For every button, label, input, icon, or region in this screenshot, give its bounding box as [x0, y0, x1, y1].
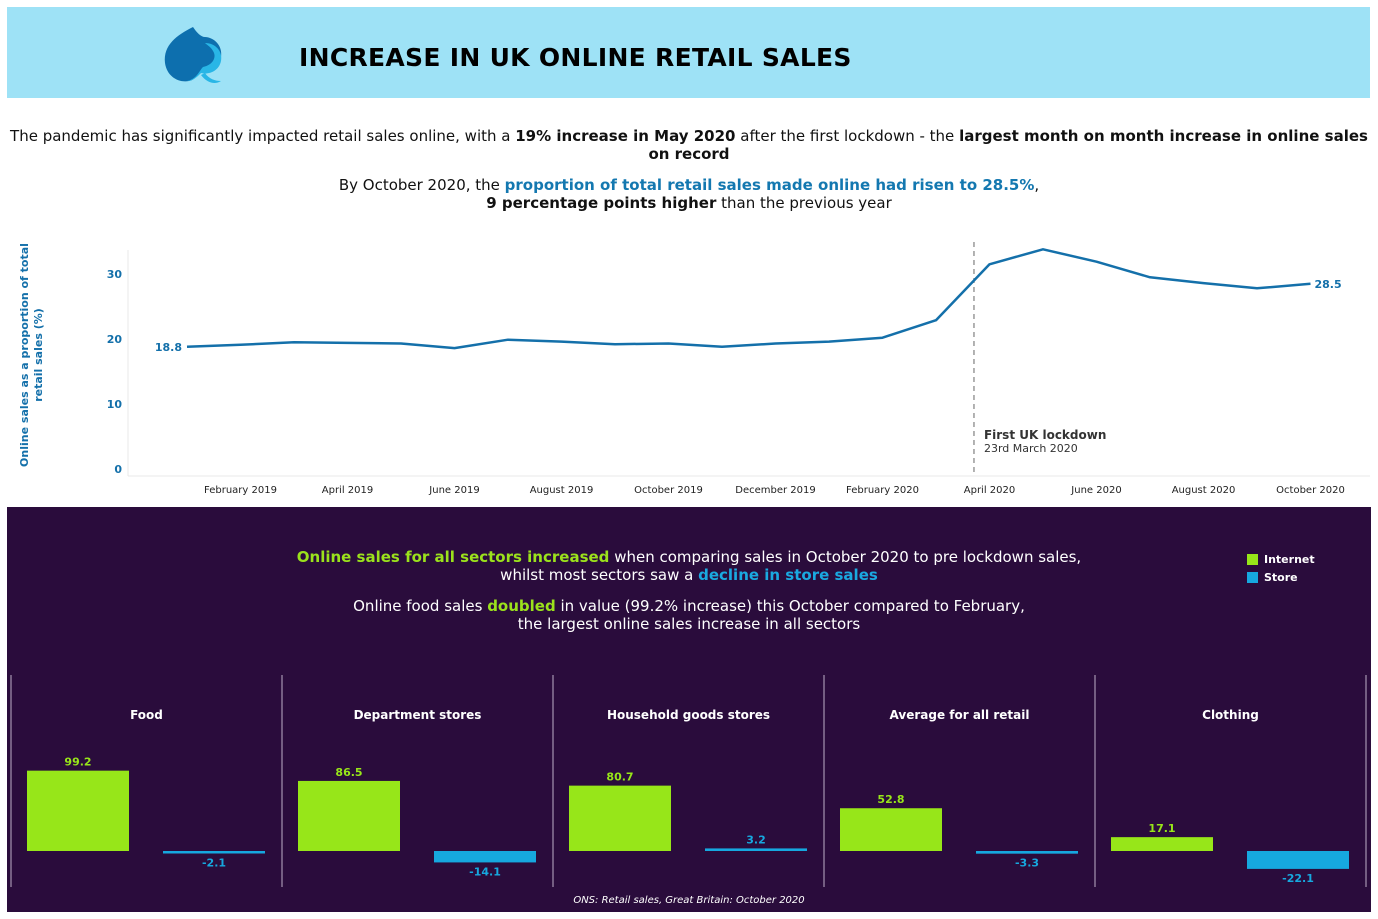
x-tick-label: August 2020 [1172, 485, 1236, 496]
bar-label-household-goods-stores-store: 3.2 [746, 833, 766, 846]
sector-green-highlight: Online sales for all sectors increased [296, 548, 610, 566]
sector-text: the largest online sales increase in all… [517, 615, 861, 633]
intro-highlight: 19% increase in May 2020 [515, 127, 736, 145]
sector-bar-charts: Food 99.2 -2.1 Department stores 86.5 -14.1 Ho… [10, 675, 1367, 887]
bar-label-food-internet: 99.2 [64, 756, 91, 769]
panel-title-food: Food [130, 708, 163, 722]
bar-department-stores-store [434, 851, 536, 863]
y-axis-label: Online sales as a proportion of totalret… [18, 243, 45, 467]
panel-title-average-for-all-retail: Average for all retail [890, 708, 1030, 722]
y-tick-label: 10 [107, 398, 123, 411]
x-tick-label: June 2019 [428, 485, 479, 496]
intro-paragraph-1: The pandemic has significantly impacted … [10, 127, 1368, 163]
panel-title-clothing: Clothing [1202, 708, 1259, 722]
bar-label-average-for-all-retail-internet: 52.8 [877, 793, 904, 806]
legend-label-internet: Internet [1264, 552, 1315, 566]
y-tick-label: 20 [107, 333, 123, 346]
intro-text: than the previous year [716, 194, 892, 212]
lockdown-annotation-date: 23rd March 2020 [984, 442, 1078, 455]
x-tick-label: October 2020 [1276, 485, 1345, 496]
sector-text: when comparing sales in October 2020 to … [609, 548, 1082, 566]
intro-highlight: 9 percentage points higher [486, 194, 717, 212]
bar-household-goods-stores-internet [569, 785, 671, 851]
sector-green-highlight: doubled [487, 597, 556, 615]
sector-paragraph-1: Online sales for all sectors increased w… [7, 548, 1371, 584]
bar-label-food-store: -2.1 [202, 857, 226, 870]
lockdown-annotation-title: First UK lockdown [984, 428, 1106, 442]
bar-label-average-for-all-retail-store: -3.3 [1015, 857, 1039, 870]
page-title: INCREASE IN UK ONLINE RETAIL SALES [299, 43, 852, 72]
sector-paragraph-2: Online food sales doubled in value (99.2… [7, 597, 1371, 633]
panel-title-household-goods-stores: Household goods stores [607, 708, 770, 722]
bar-label-clothing-store: -22.1 [1282, 872, 1314, 885]
last-value-label: 28.5 [1315, 278, 1342, 291]
y-tick-label: 30 [107, 268, 123, 281]
y-axis-label-line: Online sales as a proportion of total [18, 243, 31, 467]
bar-average-for-all-retail-internet [840, 808, 942, 851]
bar-label-department-stores-internet: 86.5 [335, 766, 362, 779]
drop-logo-icon [164, 27, 222, 83]
bar-label-department-stores-store: -14.1 [469, 865, 501, 878]
intro-blue-highlight: proportion of total retail sales made on… [504, 176, 1035, 194]
x-tick-label: February 2020 [846, 485, 919, 496]
intro-paragraph-2: By October 2020, the proportion of total… [10, 176, 1368, 212]
first-value-label: 18.8 [155, 341, 182, 354]
legend-swatch-store [1247, 571, 1258, 583]
online-share-line-chart: Online sales as a proportion of totalret… [18, 242, 1370, 496]
legend: Internet Store [1247, 550, 1315, 586]
legend-item-store: Store [1247, 568, 1315, 586]
online-share-series-line [186, 248, 1311, 350]
sector-text: Online food sales [353, 597, 488, 615]
y-tick-label: 0 [114, 463, 122, 476]
sector-panel: Online sales for all sectors increased w… [7, 507, 1371, 912]
legend-item-internet: Internet [1247, 550, 1315, 568]
legend-swatch-internet [1247, 553, 1258, 565]
bar-department-stores-internet [298, 780, 400, 851]
intro-text: , [1034, 176, 1040, 194]
bar-clothing-store [1247, 851, 1349, 869]
x-tick-label: December 2019 [735, 485, 815, 496]
bar-food-store [163, 851, 265, 854]
sector-text: in value (99.2% increase) this October c… [555, 597, 1025, 615]
intro-text: By October 2020, the [338, 176, 505, 194]
x-tick-label: October 2019 [634, 485, 703, 496]
panel-title-department-stores: Department stores [354, 708, 482, 722]
bar-clothing-internet [1111, 837, 1213, 851]
intro-highlight: largest month on month increase in onlin… [648, 127, 1368, 163]
sector-text: whilst most sectors saw a [500, 566, 699, 584]
bar-household-goods-stores-store [705, 848, 807, 851]
bar-food-internet [27, 770, 129, 851]
x-tick-label: February 2019 [204, 485, 277, 496]
x-tick-label: June 2020 [1070, 485, 1121, 496]
header-banner: INCREASE IN UK ONLINE RETAIL SALES [7, 7, 1370, 98]
source-note: ONS: Retail sales, Great Britain: Octobe… [573, 895, 805, 906]
bar-label-clothing-internet: 17.1 [1148, 822, 1175, 835]
x-tick-label: April 2020 [964, 485, 1015, 496]
legend-label-store: Store [1264, 570, 1298, 584]
intro-text: The pandemic has significantly impacted … [10, 127, 516, 145]
x-tick-label: August 2019 [530, 485, 594, 496]
y-axis-label-line: retail sales (%) [32, 308, 45, 402]
x-tick-label: April 2019 [322, 485, 373, 496]
sector-cyan-highlight: decline in store sales [698, 566, 878, 584]
bar-average-for-all-retail-store [976, 851, 1078, 854]
intro-text: after the first lockdown - the [735, 127, 960, 145]
bar-label-household-goods-stores-internet: 80.7 [606, 771, 633, 784]
